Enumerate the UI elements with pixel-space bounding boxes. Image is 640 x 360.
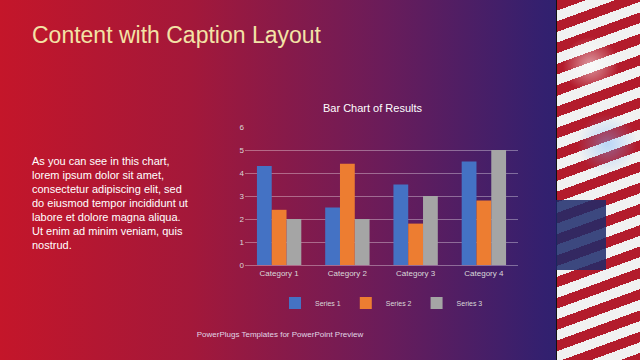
svg-text:0: 0: [240, 261, 245, 270]
svg-text:Bar Chart of Results: Bar Chart of Results: [323, 102, 423, 114]
svg-text:Category 2: Category 2: [328, 269, 368, 278]
svg-text:Category 3: Category 3: [396, 269, 436, 278]
svg-text:Series 1: Series 1: [315, 300, 341, 307]
svg-text:1: 1: [240, 238, 245, 247]
html-text:Content with Caption Layout: Content with Caption Layout: [32, 22, 321, 48]
svg-text:6: 6: [240, 123, 245, 132]
html-text:PowerPlugs Templates for Power: PowerPlugs Templates for PowerPoint Prev…: [196, 330, 364, 339]
svg-text:2: 2: [240, 215, 245, 224]
svg-text:Series 3: Series 3: [457, 300, 483, 307]
svg-text:Category 4: Category 4: [464, 269, 504, 278]
svg-text:5: 5: [240, 146, 245, 155]
svg-text:Category 1: Category 1: [260, 269, 300, 278]
svg-text:Series 2: Series 2: [386, 300, 412, 307]
html-text:As you can see in this chart,: As you can see in this chart, lorem ipsu…: [32, 155, 188, 251]
svg-text:3: 3: [240, 192, 245, 201]
svg-text:4: 4: [240, 169, 245, 178]
